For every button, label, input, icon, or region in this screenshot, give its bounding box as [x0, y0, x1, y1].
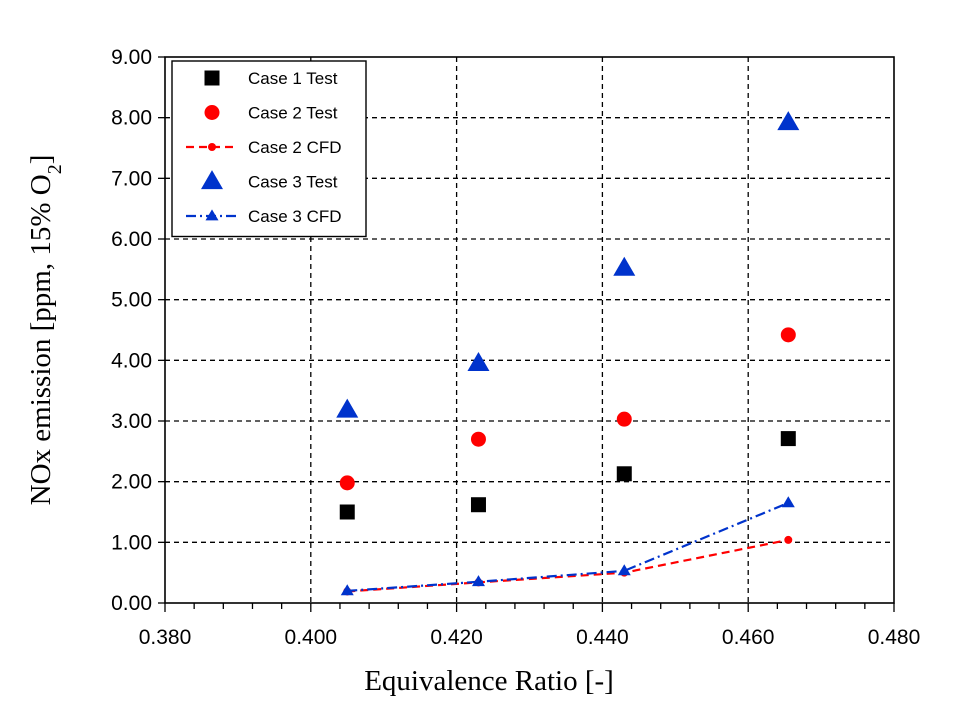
data-point: [784, 535, 793, 544]
legend: Case 1 Test Case 2 Test Case 2 CFD Case 3 T…: [171, 60, 367, 238]
data-point: [617, 564, 631, 576]
y-tick-label: 4.00: [111, 349, 152, 372]
plot-border: [164, 56, 895, 604]
y-axis-title-subscript: 2: [44, 164, 66, 174]
y-tick-label: 3.00: [111, 410, 152, 433]
legend-label: Case 3 Test: [248, 173, 338, 192]
data-point: [339, 475, 355, 491]
x-tick-label: 0.480: [868, 626, 921, 649]
x-tick-label: 0.380: [139, 626, 192, 649]
data-point: [613, 256, 636, 276]
data-point: [470, 431, 486, 447]
series-case-1-test: [339, 431, 796, 520]
series-case-2-test: [339, 327, 796, 491]
data-point: [616, 466, 632, 482]
y-tick-label: 8.00: [111, 107, 152, 130]
axes: 0.380 0.400 0.420 0.440 0.460 0.480 0.00 1.00 2.…: [111, 46, 920, 649]
data-point: [780, 431, 796, 447]
data-point: [339, 504, 355, 520]
data-point: [616, 411, 632, 427]
x-tick-label: 0.420: [430, 626, 483, 649]
grid-lines: [165, 57, 894, 603]
x-tick-label: 0.460: [722, 626, 775, 649]
data-point: [470, 497, 486, 513]
data-point: [336, 398, 359, 418]
y-tick-label: 6.00: [111, 228, 152, 251]
y-tick-label: 7.00: [111, 167, 152, 190]
legend-marker: [208, 143, 216, 151]
x-tick-label: 0.440: [576, 626, 629, 649]
legend-label: Case 2 CFD: [248, 138, 342, 157]
legend-marker: [201, 170, 223, 190]
legend-entry: Case 3 Test: [201, 170, 338, 192]
y-tick-label: 2.00: [111, 471, 152, 494]
series-layer: [336, 111, 800, 596]
y-axis-title-suffix: ]: [25, 155, 57, 165]
y-tick-label: 1.00: [111, 531, 152, 554]
legend-entry: Case 3 CFD: [186, 207, 342, 226]
data-point: [467, 351, 490, 371]
data-point: [780, 327, 796, 343]
legend-box: [171, 60, 367, 238]
legend-marker: [204, 70, 220, 86]
x-tick-label: 0.400: [285, 626, 338, 649]
data-point: [340, 584, 354, 596]
y-tick-label: 0.00: [111, 592, 152, 615]
legend-label: Case 3 CFD: [248, 207, 342, 226]
legend-entry: Case 2 Test: [204, 104, 338, 123]
y-axis-title-main: NOx emission [ppm, 15% O: [25, 174, 57, 505]
series-line: [347, 501, 789, 592]
legend-entry: Case 1 Test: [204, 69, 338, 88]
y-tick-label: 9.00: [111, 46, 152, 69]
data-point: [471, 575, 485, 587]
series-case-3-cfd: [340, 496, 795, 596]
y-axis-title: NOx emission [ppm, 15% O2]: [25, 155, 66, 506]
legend-entry: Case 2 CFD: [186, 138, 342, 157]
x-axis-title: Equivalence Ratio [-]: [364, 665, 614, 697]
legend-label: Case 1 Test: [248, 69, 338, 88]
data-point: [777, 111, 800, 131]
y-tick-label: 5.00: [111, 289, 152, 312]
legend-marker: [204, 105, 220, 120]
legend-marker: [205, 209, 219, 221]
legend-label: Case 2 Test: [248, 104, 338, 123]
series-case-3-test: [336, 111, 800, 418]
data-point: [781, 496, 795, 508]
